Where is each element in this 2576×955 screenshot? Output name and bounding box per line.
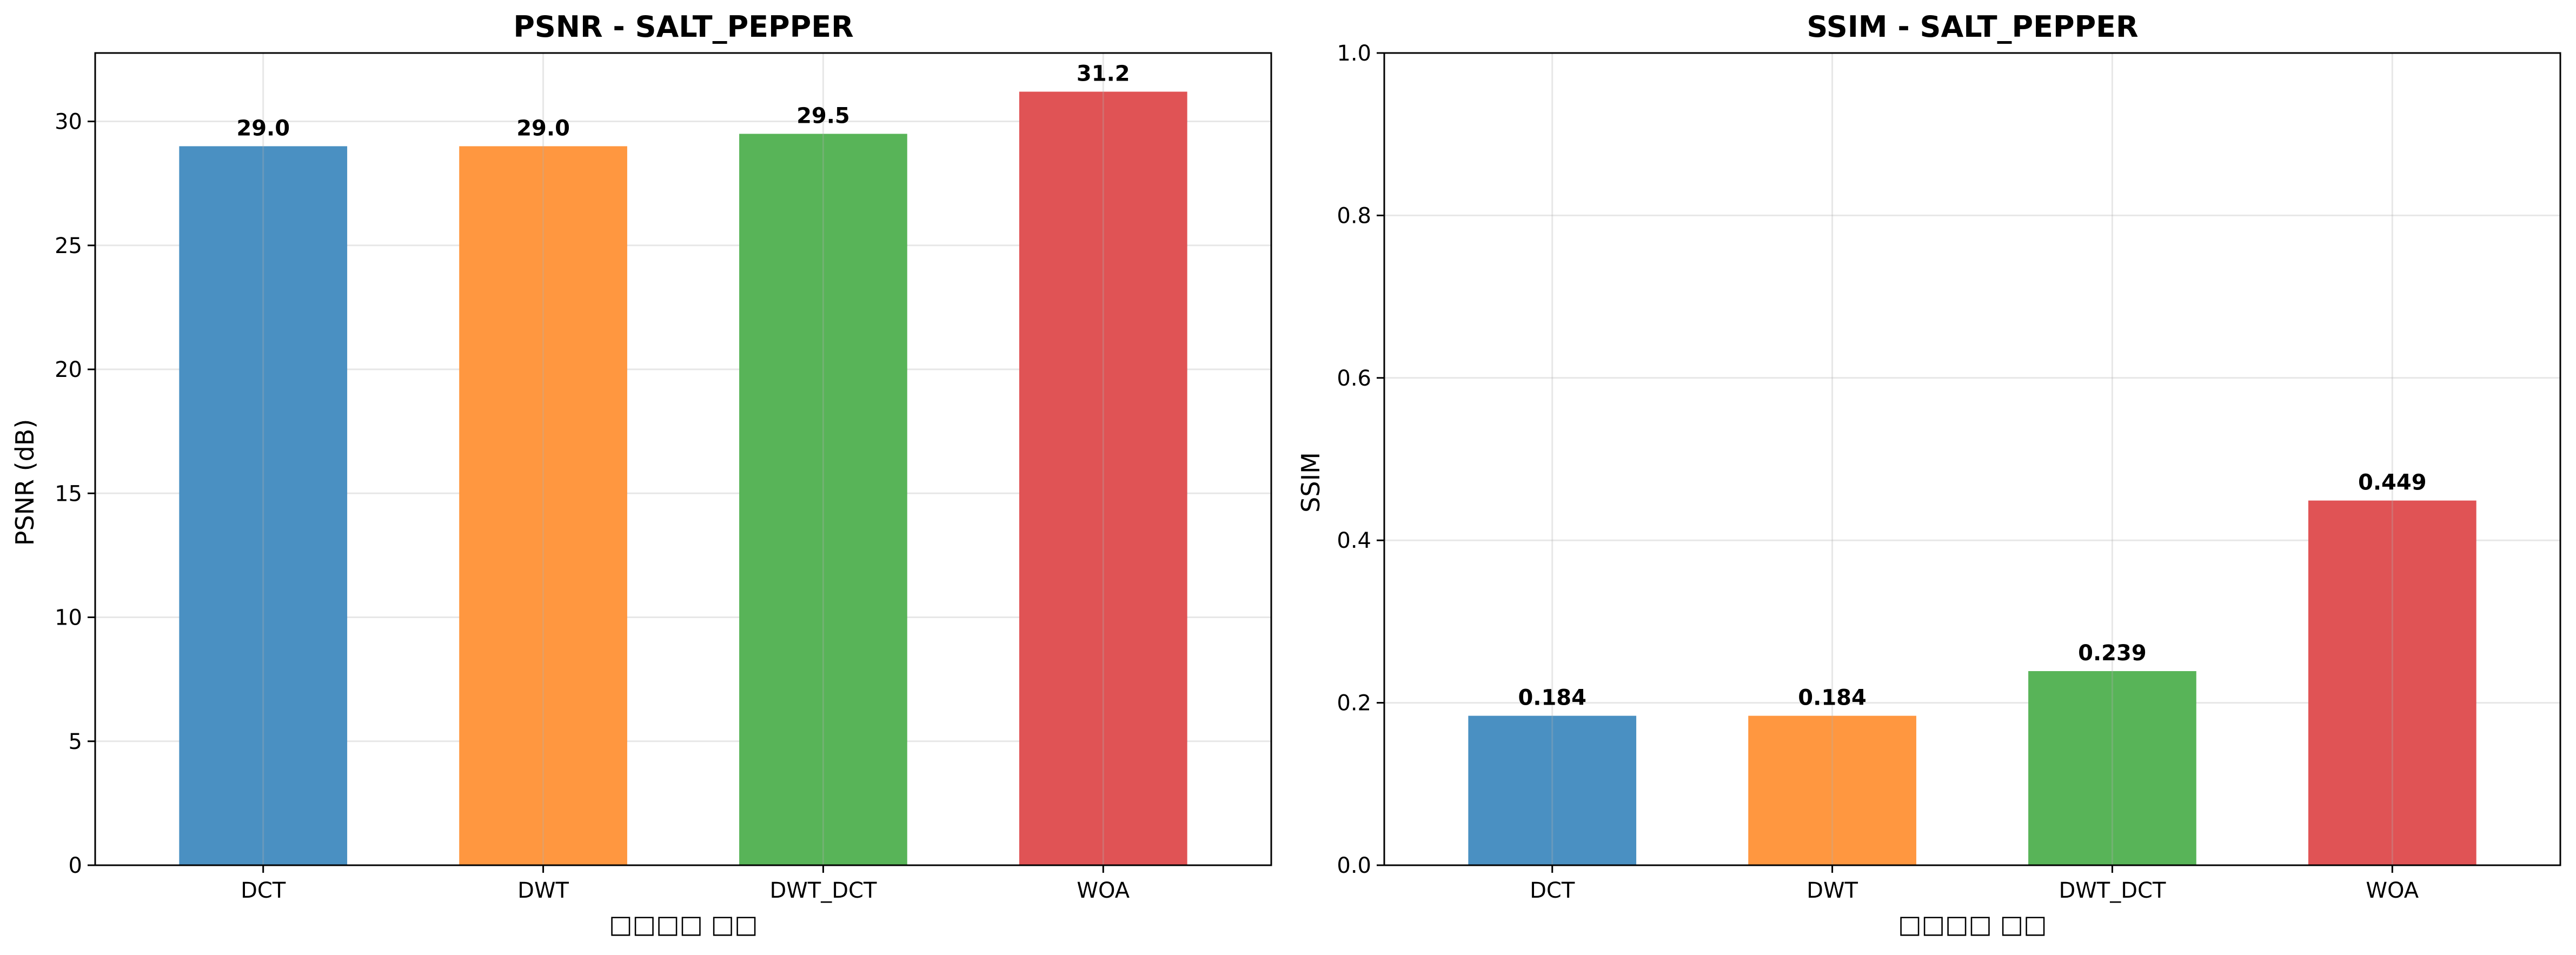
ssim-bar-dct <box>1468 715 1637 865</box>
psnr-chart-title: PSNR - SALT_PEPPER <box>513 10 853 44</box>
psnr-bar-dwt <box>459 146 627 865</box>
psnr-ytick-label: 5 <box>69 729 82 754</box>
ssim-ytick-label: 0.8 <box>1337 203 1371 228</box>
psnr-ytick-label: 10 <box>55 606 82 631</box>
psnr-axes-frame <box>94 52 1272 866</box>
psnr-ytick-label: 30 <box>55 110 82 135</box>
ssim-bar-woa <box>2308 500 2477 865</box>
ssim-chart-panel: SSIM - SALT_PEPPER □□□□ □□ SSIM 0.0 0.2 0.… <box>1296 10 2561 939</box>
ssim-y-axis-label: SSIM <box>1296 452 1325 513</box>
ssim-xtick-label: WOA <box>2366 878 2419 903</box>
psnr-chart-panel: PSNR - SALT_PEPPER □□□□ □□ PSNR (dB) 0 5 1… <box>10 10 1272 939</box>
psnr-ytick-label: 20 <box>55 357 82 382</box>
psnr-bar-value-label: 29.0 <box>236 116 290 141</box>
ssim-x-axis-label: □□□□ □□ <box>1898 910 2047 939</box>
ssim-ytick-label: 0.4 <box>1337 528 1371 553</box>
psnr-ytick-label: 0 <box>69 853 82 878</box>
psnr-bar-dct <box>179 146 348 865</box>
psnr-y-axis-label: PSNR (dB) <box>10 419 39 546</box>
psnr-bar-value-label: 29.5 <box>796 103 850 128</box>
psnr-ytick-label: 15 <box>55 481 82 506</box>
psnr-x-axis-label: □□□□ □□ <box>609 910 758 939</box>
ssim-ytick-label: 0.6 <box>1337 366 1371 391</box>
psnr-bar-value-label: 31.2 <box>1077 62 1130 87</box>
ssim-bar-value-label: 0.239 <box>2078 641 2147 666</box>
ssim-chart-title: SSIM - SALT_PEPPER <box>1807 10 2138 44</box>
ssim-bar-value-label: 0.449 <box>2358 470 2427 495</box>
psnr-ytick-label: 25 <box>55 234 82 258</box>
ssim-ytick-label: 1.0 <box>1337 41 1371 66</box>
ssim-bar-value-label: 0.184 <box>1518 686 1586 711</box>
psnr-bar-value-label: 29.0 <box>516 116 570 141</box>
psnr-xtick-label: DWT <box>517 878 569 903</box>
psnr-xtick-label: DCT <box>241 878 286 903</box>
psnr-bar-dwt-dct <box>739 134 907 865</box>
ssim-xtick-label: DCT <box>1530 878 1575 903</box>
psnr-xtick-label: WOA <box>1077 878 1130 903</box>
ssim-ytick-label: 0.0 <box>1337 853 1371 878</box>
ssim-axes-frame <box>1383 52 2561 866</box>
ssim-ytick-label: 0.2 <box>1337 691 1371 716</box>
ssim-bar-value-label: 0.184 <box>1798 686 1867 711</box>
psnr-xtick-label: DWT_DCT <box>769 878 877 903</box>
ssim-xtick-label: DWT <box>1807 878 1858 903</box>
ssim-xtick-label: DWT_DCT <box>2059 878 2166 903</box>
psnr-bar-woa <box>1019 91 1187 865</box>
ssim-bar-dwt <box>1748 715 1916 865</box>
ssim-bar-dwt-dct <box>2028 671 2196 865</box>
